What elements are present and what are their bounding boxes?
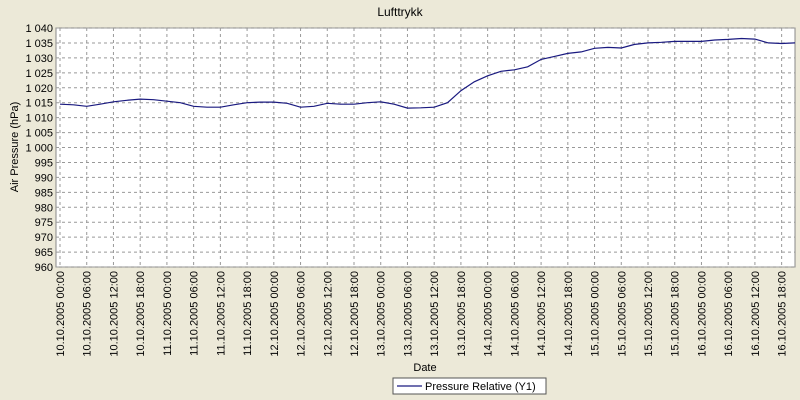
x-tick-label: 15.10.2005 12:00 [643,271,655,357]
x-tick-label: 10.10.2005 18:00 [135,271,147,357]
plot-area [55,27,796,268]
x-tick-label: 16.10.2005 12:00 [750,271,762,357]
y-tick-label: 1 040 [25,23,53,35]
x-tick-label: 13.10.2005 12:00 [429,271,441,357]
x-tick-label: 14.10.2005 12:00 [536,271,548,357]
y-tick-label: 1 015 [25,98,53,110]
x-tick-label: 13.10.2005 00:00 [376,271,388,357]
legend: Pressure Relative (Y1) [392,377,547,395]
x-tick-label: 11.10.2005 12:00 [215,271,227,356]
y-tick-label: 1 000 [25,143,53,155]
x-axis-label: Date [413,362,436,374]
x-tick-label: 16.10.2005 06:00 [723,271,735,357]
x-tick-label: 14.10.2005 18:00 [563,271,575,357]
y-tick-label: 965 [35,247,53,259]
x-tick-label: 10.10.2005 12:00 [108,271,120,357]
legend-box [392,377,547,395]
y-tick-label: 995 [35,157,53,169]
y-tick-label: 980 [35,202,53,214]
x-tick-label: 14.10.2005 06:00 [509,271,521,357]
legend-label: Pressure Relative (Y1) [425,381,536,393]
y-tick-label: 960 [35,262,53,274]
y-tick-label: 1 035 [25,38,53,50]
x-tick-label: 12.10.2005 18:00 [349,271,361,357]
data-line [59,37,796,109]
y-tick-label: 975 [35,217,53,229]
x-tick-label: 11.10.2005 06:00 [189,271,201,356]
y-tick-label: 985 [35,187,53,199]
x-tick-label: 10.10.2005 00:00 [55,271,67,357]
y-tick-label: 990 [35,172,53,184]
y-tick-label: 970 [35,232,53,244]
x-tick-label: 16.10.2005 00:00 [696,271,708,357]
x-tick-label: 13.10.2005 06:00 [402,271,414,357]
x-tick-label: 10.10.2005 06:00 [82,271,94,357]
chart-title: Lufttrykk [377,5,423,19]
x-tick-label: 12.10.2005 00:00 [269,271,281,357]
y-tick-label: 1 005 [25,128,53,140]
y-tick-label: 1 010 [25,113,53,125]
y-tick-label: 1 020 [25,83,53,95]
x-tick-label: 13.10.2005 18:00 [456,271,468,357]
y-tick-label: 1 025 [25,68,53,80]
x-tick-label: 12.10.2005 06:00 [296,271,308,357]
y-axis-label: Air Pressure (hPa) [9,102,21,192]
x-tick-label: 11.10.2005 18:00 [242,271,254,356]
x-tick-label: 15.10.2005 00:00 [590,271,602,357]
x-tick-label: 12.10.2005 12:00 [322,271,334,357]
y-tick-label: 1 030 [25,53,53,65]
x-tick-label: 15.10.2005 18:00 [670,271,682,357]
x-tick-label: 15.10.2005 06:00 [616,271,628,357]
x-tick-label: 11.10.2005 00:00 [162,271,174,356]
x-tick-label: 14.10.2005 00:00 [483,271,495,357]
x-tick-label: 16.10.2005 18:00 [777,271,789,357]
